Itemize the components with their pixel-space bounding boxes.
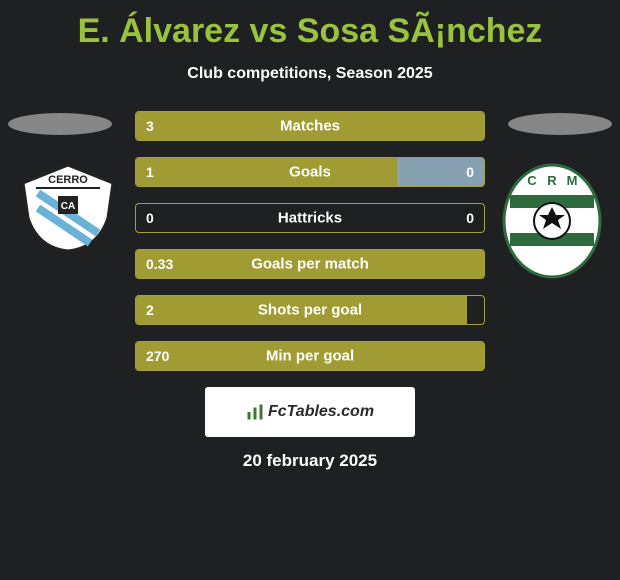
stat-label: Goals	[289, 164, 331, 181]
date-label: 20 february 2025	[0, 451, 620, 471]
player-shadow-right	[508, 113, 612, 135]
stat-value-left: 3	[146, 118, 154, 134]
team-crest-right: C R M	[502, 163, 602, 284]
team-crest-left: CERRO CA	[18, 163, 118, 258]
stat-value-left: 0	[146, 210, 154, 226]
stat-label: Hattricks	[278, 210, 342, 227]
svg-text:CA: CA	[61, 201, 75, 212]
stat-value-right: 0	[466, 164, 474, 180]
stat-value-left: 2	[146, 302, 154, 318]
stat-rows: 3 Matches 1 0 Goals 0 0 Hattricks 0.33 Goals per …	[135, 111, 485, 371]
svg-text:C: C	[527, 173, 537, 188]
stat-label: Shots per goal	[258, 302, 362, 319]
brand-badge[interactable]: FcTables.com	[205, 387, 415, 437]
stat-row: 3 Matches	[135, 111, 485, 141]
stat-row: 270 Min per goal	[135, 341, 485, 371]
stat-value-left: 1	[146, 164, 154, 180]
stat-label: Matches	[280, 118, 340, 135]
svg-text:M: M	[567, 173, 578, 188]
racing-crest-icon: C R M	[502, 163, 602, 279]
stat-row: 1 0 Goals	[135, 157, 485, 187]
stat-row: 2 Shots per goal	[135, 295, 485, 325]
player-shadow-left	[8, 113, 112, 135]
svg-text:R: R	[547, 173, 557, 188]
stat-value-left: 270	[146, 348, 169, 364]
stat-label: Min per goal	[266, 348, 354, 365]
svg-text:CERRO: CERRO	[48, 174, 88, 186]
stat-value-left: 0.33	[146, 256, 173, 272]
cerro-crest-icon: CERRO CA	[18, 163, 118, 253]
chart-icon	[246, 403, 264, 421]
stat-value-right: 0	[466, 210, 474, 226]
comparison-panel: CERRO CA C R M 3 Matches 1 0 Goals 0 0 Hattrick…	[0, 111, 620, 471]
brand-label: FcTables.com	[268, 403, 374, 421]
stat-row: 0.33 Goals per match	[135, 249, 485, 279]
subtitle: Club competitions, Season 2025	[0, 65, 620, 83]
stat-label: Goals per match	[251, 256, 369, 273]
bar-left	[136, 158, 397, 186]
page-title: E. Álvarez vs Sosa SÃ¡nchez	[0, 0, 620, 51]
stat-row: 0 0 Hattricks	[135, 203, 485, 233]
